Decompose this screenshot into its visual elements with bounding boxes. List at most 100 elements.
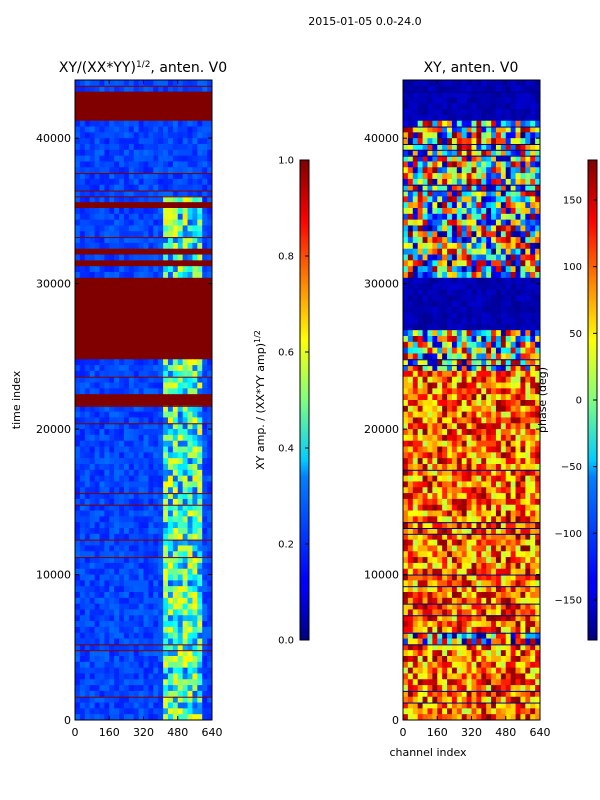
left-heatmap-cell xyxy=(182,545,189,552)
left-heatmap-cell xyxy=(123,603,130,611)
right-heatmap-cell xyxy=(456,248,463,256)
right-heatmap-cell xyxy=(471,365,477,372)
right-heatmap-cell xyxy=(530,85,536,93)
left-heatmap-cell xyxy=(114,568,120,576)
left-heatmap-cell xyxy=(172,178,179,186)
right-heatmap-cell xyxy=(525,184,531,192)
left-heatmap-cell xyxy=(202,144,208,151)
right-heatmap-cell xyxy=(432,248,438,256)
left-heatmap-cell xyxy=(99,702,105,709)
left-heatmap-cell xyxy=(133,161,140,168)
left-heatmap-cell xyxy=(133,330,140,337)
left-heatmap-cell xyxy=(79,242,86,250)
right-heatmap-cell xyxy=(500,330,507,337)
right-heatmap-cell xyxy=(466,208,473,215)
left-heatmap-cell xyxy=(75,405,81,413)
right-heatmap-cell xyxy=(481,103,487,110)
left-heatmap-cell xyxy=(79,405,86,413)
left-heatmap-cell xyxy=(177,324,184,331)
left-heatmap-cell xyxy=(94,301,101,308)
left-heatmap-cell xyxy=(79,336,86,343)
left-heatmap-cell xyxy=(109,487,115,494)
right-heatmap-cell xyxy=(427,312,433,320)
left-heatmap-cell xyxy=(172,603,179,611)
left-heatmap-cell xyxy=(114,644,120,651)
left-heatmap-cell xyxy=(167,592,174,599)
right-heatmap-cell xyxy=(403,365,409,372)
left-heatmap-cell xyxy=(104,452,110,459)
right-heatmap-cell xyxy=(412,277,419,285)
left-heatmap-cell xyxy=(177,336,184,343)
left-heatmap-cell xyxy=(192,109,198,116)
left-heatmap-cell xyxy=(123,272,130,279)
right-heatmap-cell xyxy=(495,190,502,197)
left-heatmap-cell xyxy=(75,301,81,308)
right-heatmap-cell xyxy=(422,434,429,442)
right-heatmap-cell xyxy=(422,359,429,366)
right-heatmap-cell xyxy=(466,306,473,314)
left-heatmap-cell xyxy=(75,551,81,558)
left-heatmap-cell xyxy=(94,80,101,87)
right-heatmap-cell xyxy=(530,423,536,430)
left-heatmap-cell xyxy=(192,91,198,99)
right-heatmap-cell xyxy=(427,411,433,419)
right-heatmap-cell xyxy=(486,277,492,285)
left-heatmap-cell xyxy=(163,429,169,436)
right-heatmap-cell xyxy=(466,400,473,407)
left-heatmap-cell xyxy=(94,592,101,599)
right-heatmap-cell xyxy=(437,341,443,349)
left-heatmap-cell xyxy=(75,330,81,337)
right-heatmap-cell xyxy=(530,167,536,174)
left-heatmap-cell xyxy=(182,667,189,675)
left-heatmap-cell xyxy=(177,149,184,157)
left-heatmap-cell xyxy=(197,318,203,325)
left-heatmap-cell xyxy=(123,551,130,558)
left-heatmap-cell xyxy=(167,109,174,116)
left-heatmap-cell xyxy=(172,405,179,413)
left-heatmap-cell xyxy=(148,213,154,221)
right-heatmap-cell xyxy=(417,411,424,419)
right-heatmap-cell xyxy=(412,237,419,244)
left-heatmap-cell xyxy=(197,411,203,419)
left-heatmap-cell xyxy=(99,330,105,337)
left-heatmap-cell xyxy=(128,97,135,104)
right-heatmap-cell xyxy=(481,173,487,180)
right-heatmap-cell xyxy=(486,318,492,325)
left-heatmap-cell xyxy=(202,248,208,256)
left-heatmap-cell xyxy=(109,458,115,465)
right-heatmap-cell xyxy=(447,370,453,378)
right-heatmap-cell xyxy=(510,80,517,87)
left-heatmap-cell xyxy=(177,213,184,221)
left-heatmap-cell xyxy=(202,103,208,110)
left-heatmap-cell xyxy=(79,708,86,715)
right-heatmap-cell xyxy=(412,248,419,256)
right-heatmap-cell xyxy=(461,423,468,430)
left-heatmap-cell xyxy=(123,277,130,285)
left-heatmap-cell xyxy=(133,341,140,349)
right-heatmap-cell xyxy=(422,190,429,197)
left-heatmap-cell xyxy=(128,440,135,448)
left-heatmap-cell xyxy=(172,615,179,622)
right-heatmap-cell xyxy=(417,452,424,459)
left-heatmap-cell xyxy=(177,266,184,273)
right-heatmap-cell xyxy=(500,452,507,459)
right-heatmap-cell xyxy=(525,196,531,203)
right-heatmap-cell xyxy=(535,213,540,221)
left-heatmap-cell xyxy=(163,365,169,372)
left-heatmap-cell xyxy=(197,132,203,139)
right-heatmap-cell xyxy=(461,231,468,238)
left-heatmap-cell xyxy=(94,237,101,244)
left-heatmap-cell xyxy=(177,178,184,186)
right-heatmap-cell xyxy=(417,301,424,308)
right-heatmap-cell xyxy=(505,120,512,128)
right-heatmap-cell xyxy=(530,196,536,203)
right-heatmap-cell xyxy=(491,330,497,337)
right-heatmap-cell xyxy=(432,306,438,314)
left-heatmap-cell xyxy=(143,167,149,174)
right-heatmap-cell xyxy=(451,85,458,93)
left-heatmap-cell xyxy=(114,434,120,442)
right-heatmap-cell xyxy=(510,283,517,291)
left-heatmap-cell xyxy=(133,260,140,267)
left-heatmap-cell xyxy=(99,277,105,285)
right-heatmap-cell xyxy=(471,184,477,192)
